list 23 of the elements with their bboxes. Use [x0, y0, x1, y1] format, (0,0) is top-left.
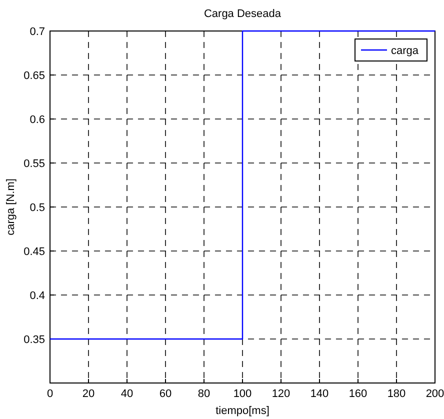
y-tick-label: 0.55 — [24, 158, 45, 170]
x-tick-label: 0 — [46, 388, 54, 400]
y-tick-label: 0.45 — [24, 246, 45, 258]
x-tick-label: 20 — [82, 388, 95, 400]
x-tick-label: 40 — [120, 388, 134, 400]
y-tick-label: 0.6 — [30, 114, 45, 126]
y-tick-label: 0.7 — [30, 26, 45, 38]
y-tick-label: 0.4 — [30, 290, 45, 302]
x-tick-label: 180 — [387, 388, 406, 400]
x-tick-label: 60 — [159, 388, 172, 400]
x-axis-title: tiempo[ms] — [216, 405, 270, 417]
x-tick-label: 140 — [310, 388, 329, 400]
y-axis-title: carga [N.m] — [5, 178, 17, 236]
x-tick-label: 120 — [272, 388, 290, 400]
y-tick-label: 0.35 — [24, 334, 45, 346]
y-tick-label: 0.5 — [30, 202, 45, 214]
legend-label: carga — [391, 45, 420, 57]
chart-title: Carga Deseada — [204, 8, 282, 20]
x-tick-label: 100 — [233, 388, 252, 400]
x-tick-label: 80 — [198, 388, 210, 400]
x-tick-label: 160 — [348, 388, 368, 400]
y-tick-label: 0.65 — [24, 70, 45, 82]
x-tick-label: 200 — [426, 388, 444, 400]
